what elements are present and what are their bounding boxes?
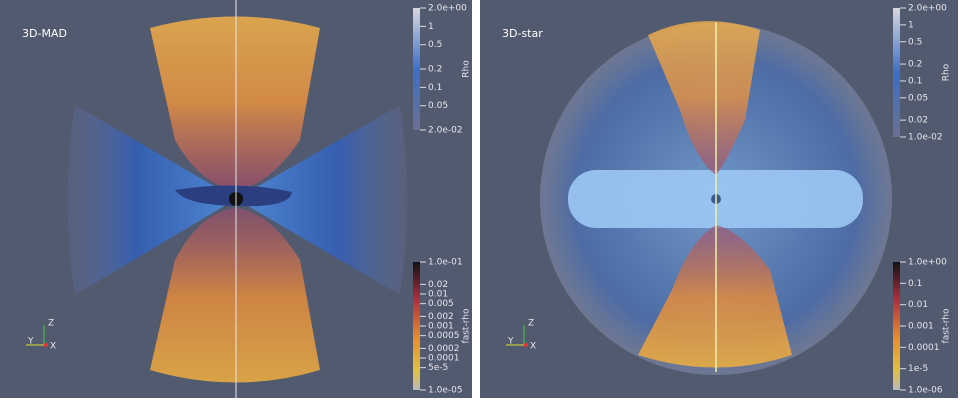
colorbar-tick-label: 2.0e+00 [428, 4, 467, 14]
page: {"panels": [ {"label": "3D-MAD", "rho": … [0, 0, 961, 400]
colorbar-tick-label: 0.002 [428, 312, 454, 322]
panel-label: 3D-MAD [22, 27, 67, 40]
colorbar-tick-label: 0.05 [428, 101, 448, 111]
colorbar-tick-label: 0.001 [428, 322, 454, 332]
colorbar-tick-label: 0.02 [428, 280, 448, 290]
axis-label: X [530, 342, 536, 352]
axis-label: Y [27, 337, 34, 347]
colorbar-tick-label: 1.0e-02 [908, 133, 943, 143]
colorbar-tick-label: 0.1 [908, 76, 922, 86]
colorbar-tick-label: 0.05 [908, 93, 928, 103]
panel [480, 0, 958, 398]
panel-label: 3D-star [502, 27, 543, 40]
colorbar-tick-label: 2.0e+00 [908, 4, 947, 14]
colorbar-tick-label: 0.001 [908, 322, 934, 332]
colorbar-tick-label: 0.0001 [428, 354, 460, 364]
colorbar-tick-label: 0.01 [428, 290, 448, 300]
colorbar-tick-label: 1.0e+00 [908, 258, 947, 268]
colorbar-tick-label: 0.2 [908, 60, 922, 70]
colorbar-title: Rho [462, 60, 472, 78]
colorbar-tick-label: 1 [908, 20, 914, 30]
colorbar-tick-label: 0.005 [428, 299, 454, 309]
colorbar-tick-label: 0.0002 [428, 344, 460, 354]
axis-label: Y [507, 337, 514, 347]
axis-label: Z [528, 319, 534, 329]
colorbar [893, 262, 900, 390]
colorbar-tick-label: 0.1 [428, 83, 442, 93]
colorbar-tick-label: 0.01 [908, 300, 928, 310]
colorbar-tick-label: 0.2 [428, 65, 442, 75]
colorbar-title: Rho [942, 63, 952, 81]
colorbar-tick-label: 0.5 [428, 40, 442, 50]
colorbar-tick-label: 1.0e-06 [908, 386, 943, 396]
colorbar-tick-label: 1.0e-05 [428, 386, 463, 396]
panel [0, 0, 472, 398]
colorbar-tick-label: 1.0e-01 [428, 258, 463, 268]
colorbar-tick-label: 2.0e-02 [428, 126, 463, 136]
colorbar-tick-label: 1e-5 [908, 364, 928, 374]
colorbar-tick-label: 0.5 [908, 37, 922, 47]
axis-label: X [50, 342, 56, 352]
colorbar-tick-label: 0.0005 [428, 331, 460, 341]
colorbar-title: fast-rho [462, 308, 472, 343]
axis-x [44, 343, 48, 347]
colorbar-tick-label: 5e-5 [428, 363, 448, 373]
axis-x [524, 343, 528, 347]
colorbar [413, 8, 420, 130]
axis-label: Z [48, 319, 54, 329]
colorbar-tick-label: 0.1 [908, 279, 922, 289]
colorbar [893, 8, 900, 137]
colorbar [413, 262, 420, 390]
colorbar-tick-label: 1 [428, 22, 434, 32]
colorbar-tick-label: 0.02 [908, 116, 928, 126]
figure: 3D-MAD 2.0e+00 1 0.5 0.2 0.1 0.05 2.0e-02 Rho 1.0… [0, 0, 961, 400]
colorbar-tick-label: 0.0001 [908, 343, 940, 353]
colorbar-title: fast-rho [942, 308, 952, 343]
